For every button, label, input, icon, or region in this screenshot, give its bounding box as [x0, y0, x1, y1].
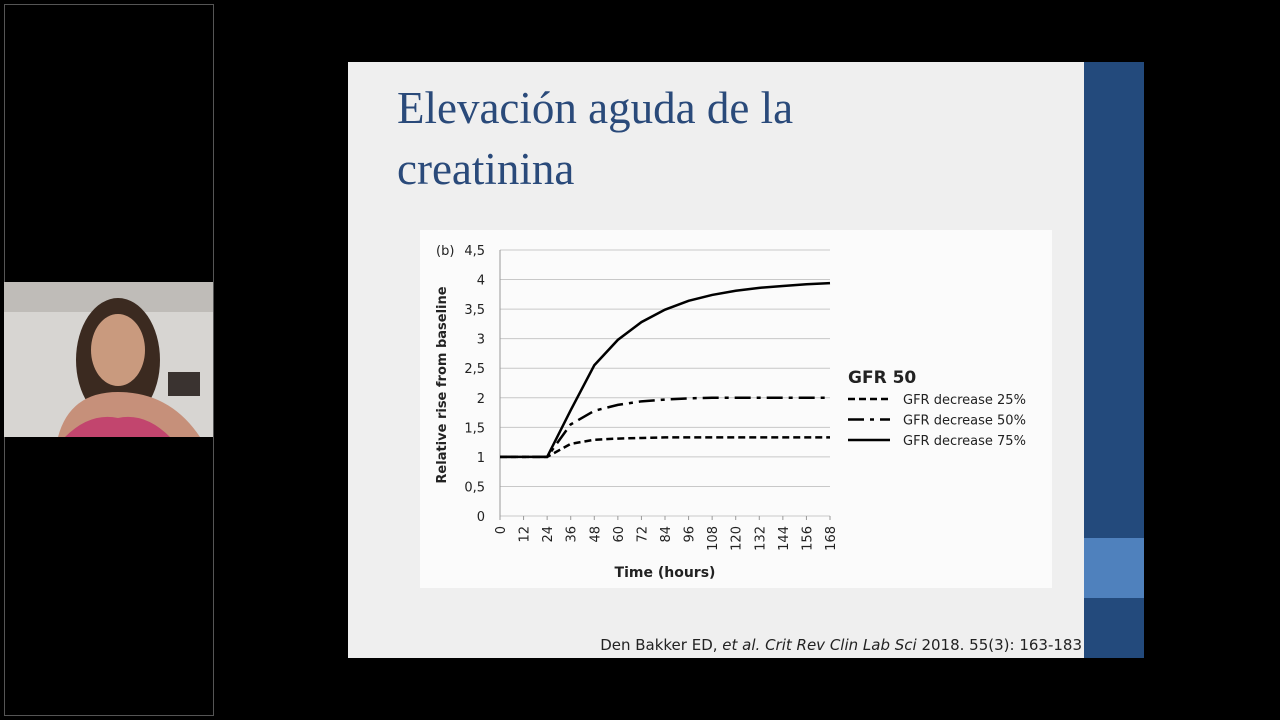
x-tick-label: 144	[777, 526, 792, 551]
x-tick-label: 132	[753, 526, 768, 551]
y-tick-label: 4	[477, 274, 485, 289]
citation: Den Bakker ED, et al. Crit Rev Clin Lab …	[600, 636, 1082, 654]
citation-journal: et al. Crit Rev Clin Lab Sci	[722, 636, 917, 654]
x-tick-label: 48	[588, 526, 603, 543]
x-tick-label: 36	[565, 526, 580, 543]
x-tick-label: 120	[730, 526, 745, 551]
series-line	[500, 281, 831, 459]
series-line	[500, 436, 830, 459]
x-tick-label: 156	[800, 526, 815, 551]
top	[65, 416, 170, 437]
x-tick-label: 24	[541, 526, 556, 543]
sidebar-accent	[1084, 538, 1144, 598]
webcam-video	[4, 282, 213, 437]
x-tick-label: 96	[683, 526, 698, 543]
y-tick-label: 2	[477, 392, 485, 407]
y-axis-label: Relative rise from baseline	[435, 286, 450, 483]
x-tick-label: 84	[659, 526, 674, 543]
chart: (b) 0 0,5 1 1,5 2 2,5 3 3,5 4 4,5 0 12 24 36 48 60 72 84 96…	[435, 244, 1026, 581]
x-tick-label: 108	[706, 526, 721, 551]
citation-authors: Den Bakker ED,	[600, 636, 722, 654]
legend-title: GFR 50	[848, 368, 916, 388]
x-tick-label: 12	[518, 526, 533, 543]
y-tick-label: 0	[477, 510, 485, 525]
y-tick-label: 1	[477, 451, 485, 466]
y-tick-label: 4,5	[464, 244, 485, 259]
wall-frame	[168, 372, 200, 396]
legend-label: GFR decrease 25%	[903, 393, 1026, 408]
y-tick-label: 1,5	[464, 421, 485, 436]
series-line	[500, 396, 830, 459]
legend-label: GFR decrease 75%	[903, 434, 1026, 449]
x-tick-label: 0	[494, 526, 509, 534]
citation-details: 2018. 55(3): 163-183	[917, 636, 1082, 654]
face	[91, 314, 145, 386]
y-tick-label: 3,5	[464, 303, 485, 318]
x-tick-label: 60	[612, 526, 627, 543]
panel-label: (b)	[436, 244, 454, 259]
slide-title: Elevación aguda de la	[397, 83, 793, 133]
y-tick-label: 0,5	[464, 480, 485, 495]
y-tick-label: 3	[477, 333, 485, 348]
x-tick-label: 72	[635, 526, 650, 543]
x-axis-label: Time (hours)	[615, 565, 716, 581]
y-tick-label: 2,5	[464, 362, 485, 377]
legend-label: GFR decrease 50%	[903, 414, 1026, 429]
slide-title: creatinina	[397, 144, 574, 194]
x-tick-label: 168	[824, 526, 839, 551]
